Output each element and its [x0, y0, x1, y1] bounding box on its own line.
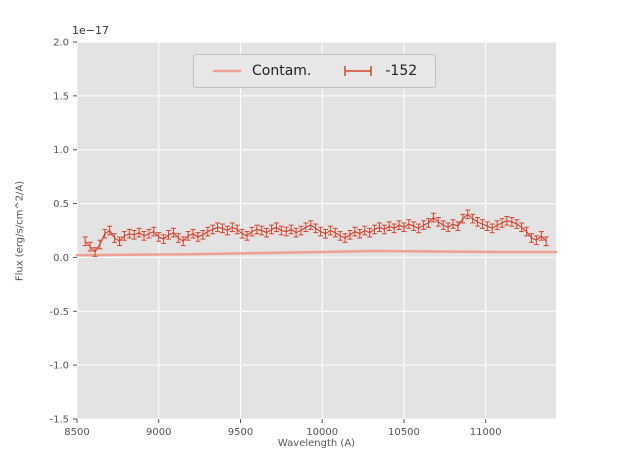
legend-item-contam: Contam. [212, 63, 311, 79]
x-tick-label: 8500 [64, 427, 89, 438]
x-tick-label: 10500 [388, 427, 420, 438]
errorbar-glyph [344, 66, 373, 76]
y-tick-label: -0.5 [49, 307, 69, 318]
y-tick-label: -1.0 [49, 361, 69, 372]
x-tick-label: 10000 [306, 427, 338, 438]
y-tick-label: 1.5 [53, 91, 69, 102]
axis-ticks: 8500 9000 9500 10000 10500 11000 -1.5 -1.0 -0.5 0… [49, 38, 501, 439]
y-tick-label: -1.5 [49, 415, 69, 426]
contam-line-glyph [212, 69, 242, 73]
y-tick-label: 0.5 [53, 199, 69, 210]
y-axis-label: Flux (erg/s/cm^2/A) [14, 180, 26, 282]
legend-label-data: -152 [385, 63, 418, 79]
legend: Contam. -152 [193, 54, 437, 88]
x-tick-label: 9000 [146, 427, 171, 438]
x-tick-label: 11000 [470, 427, 502, 438]
y-axis-offset-text: 1e−17 [72, 24, 109, 37]
x-axis-label: Wavelength (A) [277, 438, 356, 449]
contam-line [75, 249, 558, 257]
y-tick-label: 0.0 [53, 253, 69, 264]
legend-item-data: -152 [341, 63, 417, 79]
legend-label-contam: Contam. [252, 63, 312, 79]
y-tick-label: 2.0 [53, 38, 69, 49]
x-tick-label: 9500 [228, 427, 253, 438]
y-tick-label: 1.0 [53, 145, 69, 156]
gridlines [76, 41, 556, 420]
plot-background [77, 42, 556, 419]
errorbar-series [82, 209, 549, 257]
